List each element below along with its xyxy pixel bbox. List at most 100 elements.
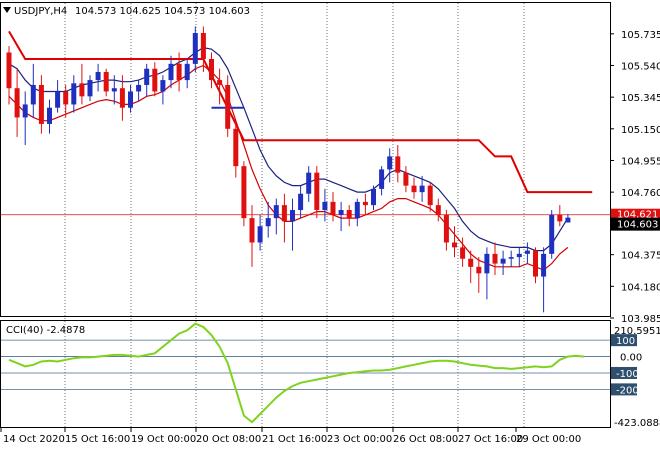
candle-body — [516, 253, 522, 258]
time-tick-label: 29 Oct 00:00 — [516, 434, 581, 445]
candle-body — [281, 205, 287, 222]
time-axis[interactable]: 14 Oct 2020 15 Oct 16:00 19 Oct 00:00 20 Oc… — [0, 428, 581, 445]
candle-body — [233, 128, 239, 167]
candle-body — [111, 88, 117, 92]
candle-body — [22, 104, 28, 118]
candle-body — [241, 166, 247, 219]
candle-body — [119, 88, 125, 108]
candle-body — [30, 84, 36, 105]
candle-body — [6, 52, 12, 89]
price-tick-label: 105.735 — [621, 30, 660, 41]
candle-body — [249, 218, 255, 243]
candle-body — [298, 193, 304, 211]
candle-body — [136, 84, 142, 92]
price-tick-label: 103.985 — [621, 314, 660, 325]
candle-body — [484, 253, 490, 274]
candle-body — [500, 258, 506, 264]
time-tick-label: 21 Oct 16:00 — [262, 434, 327, 445]
price-tick-label: 105.345 — [621, 93, 660, 104]
candle-body — [103, 71, 109, 92]
candle-body — [452, 242, 457, 248]
candle-body — [346, 210, 352, 219]
price-tick-label: 104.375 — [621, 251, 660, 262]
cci-line-path — [8, 322, 585, 424]
candle-body — [565, 217, 571, 223]
price-marker-badge — [611, 208, 660, 220]
symbol-label: USDJPY,H4 — [14, 6, 67, 17]
candle-body — [557, 214, 563, 222]
time-tick-label: 20 Oct 08:00 — [196, 434, 261, 445]
upper-band-line — [8, 46, 569, 252]
candle-body — [541, 253, 547, 277]
candle-body — [411, 185, 417, 193]
symbol-triangle-icon — [3, 7, 11, 13]
candle-body — [322, 201, 328, 211]
candle-body — [168, 63, 174, 81]
cci-level-label: 0.00 — [620, 353, 642, 364]
price-tick-label: 105.540 — [621, 61, 660, 72]
cci-line-series — [8, 322, 585, 424]
cci-level-badge — [611, 366, 637, 379]
candle-body — [63, 91, 69, 105]
candle-body — [330, 201, 336, 215]
candle-body — [95, 71, 101, 81]
cci-max-label: 210.5951 — [614, 326, 660, 337]
candle-body — [362, 201, 368, 206]
indicator-title: CCI(40) -2.4878 — [6, 325, 85, 336]
price-tick-label: 104.760 — [621, 188, 660, 199]
candle-body — [265, 218, 271, 227]
price-pane-frame[interactable] — [0, 2, 611, 317]
indicator-pane-frame[interactable] — [0, 320, 611, 428]
candle-body — [508, 257, 514, 259]
candle-body — [338, 210, 344, 215]
candle-body — [549, 214, 555, 254]
candle-body — [427, 185, 433, 206]
candle-body — [290, 210, 295, 222]
candle-body — [152, 68, 158, 92]
price-marker-label: 104.621 — [617, 210, 658, 221]
price-tick-label: 105.150 — [621, 125, 660, 136]
time-tick-label: 15 Oct 16:00 — [65, 434, 130, 445]
candle-body — [47, 107, 52, 124]
candle-body — [79, 83, 85, 97]
candle-body — [128, 91, 133, 108]
time-tick-label: 27 Oct 16:00 — [458, 434, 523, 445]
candle-body — [354, 201, 360, 219]
ohlc-label: 104.573 104.625 104.573 104.603 — [75, 6, 250, 17]
candle-body — [443, 214, 449, 243]
candle-body — [200, 32, 206, 59]
price-tick-label: 104.180 — [621, 282, 660, 293]
cci-level-label: -200 — [616, 385, 639, 396]
cci-level-badge — [611, 334, 637, 347]
cci-min-label: -423.0888 — [614, 418, 660, 429]
current-price-label: 104.603 — [617, 220, 658, 231]
candle-body — [273, 205, 279, 219]
candle-body — [371, 188, 376, 206]
candle-body — [55, 91, 61, 108]
time-tick-label: 23 Oct 00:00 — [327, 434, 392, 445]
candle-body — [387, 156, 393, 170]
candle-body — [492, 253, 498, 264]
candle-body — [379, 169, 385, 189]
candle-body — [403, 172, 409, 186]
candle-body — [314, 172, 320, 211]
time-tick-label: 14 Oct 2020 — [3, 434, 65, 445]
indicator-axis[interactable]: 210.5951 -423.0888 100 0.00 -100 -200 — [611, 326, 660, 429]
candle-body — [395, 156, 401, 173]
price-axis[interactable]: 105.735 105.540 105.345 105.150 104.955 104.7… — [610, 30, 660, 325]
candle-body — [71, 83, 77, 105]
cci-level-label: 100 — [616, 336, 635, 347]
candle-body — [192, 32, 198, 64]
candle-body — [524, 250, 530, 254]
current-price-badge — [611, 217, 660, 231]
candle-body — [257, 226, 263, 243]
candle-body — [419, 185, 425, 193]
cci-level-label: -100 — [616, 369, 639, 380]
candlestick-series — [6, 26, 571, 313]
candle-body — [435, 205, 441, 215]
envelope-bands — [8, 46, 569, 271]
candle-body — [306, 172, 312, 194]
candle-body — [160, 80, 166, 92]
candle-body — [176, 63, 182, 81]
